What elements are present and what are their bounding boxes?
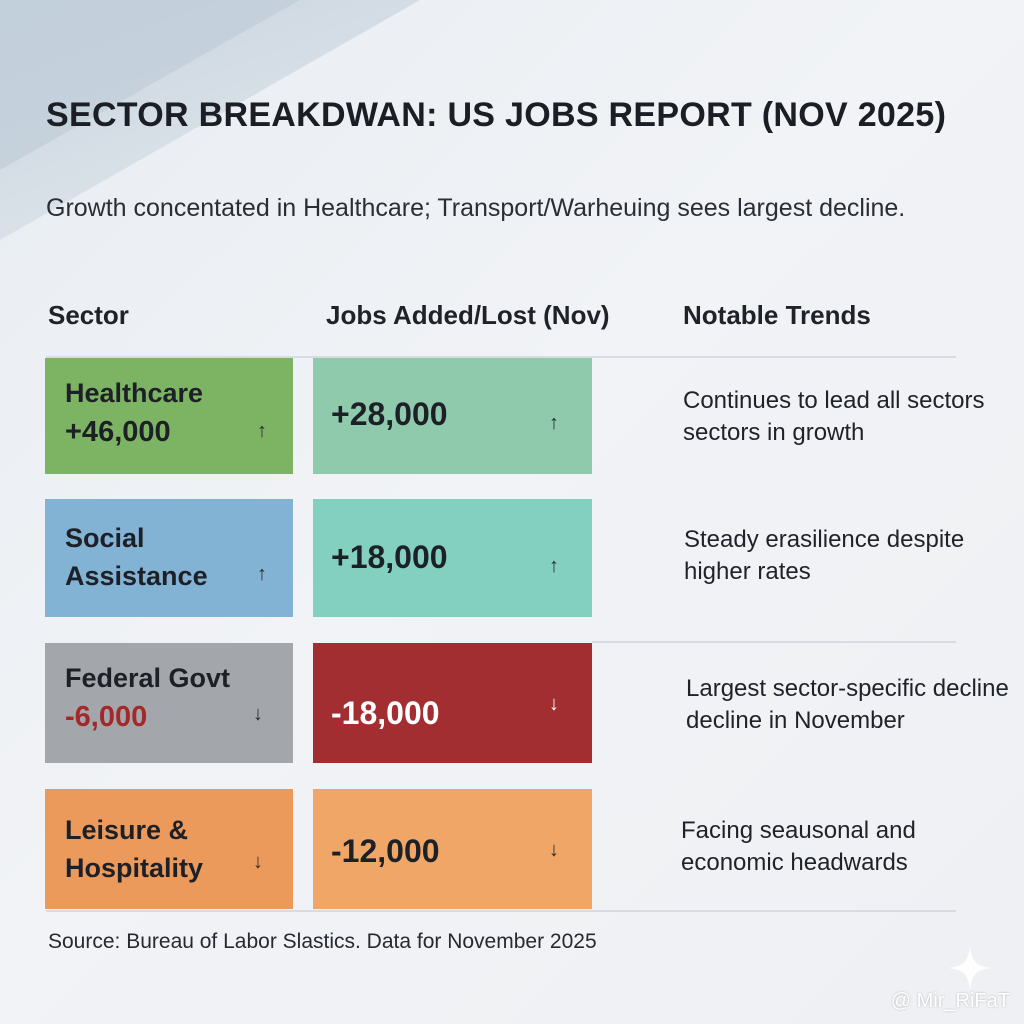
column-header-jobs: Jobs Added/Lost (Nov) [326,300,610,330]
watermark: @ Mir_RiFaT [890,990,1010,1012]
jobs-value: -18,000 [331,695,440,731]
down-arrow-icon: ↓ [549,839,559,861]
trend-line: Facing seausonal and [681,817,916,844]
column-header-trends: Notable Trends [683,300,871,330]
jobs-value: +18,000 [331,539,448,575]
sector-name: Federal Govt [65,663,231,693]
row-divider [592,641,956,643]
sector-name: Leisure & [65,815,189,845]
page-title: SECTOR BREAKDWAN: US JOBS REPORT (NOV 20… [46,96,947,134]
source-note: Source: Bureau of Labor Slastics. Data f… [48,930,597,953]
trend-text: Continues to lead all sectors sectors in… [683,385,985,449]
up-arrow-icon: ↑ [549,412,559,434]
jobs-cell: -12,000 ↓ [313,789,592,909]
sector-name: Social [65,523,145,553]
column-header-sector: Sector [48,300,129,330]
sector-cell: Healthcare +46,000 ↑ [45,358,293,474]
jobs-value: +28,000 [331,396,448,432]
trend-line: decline in November [686,707,905,734]
jobs-value: -12,000 [331,833,440,869]
trend-line: Largest sector-specific decline [686,675,1009,702]
sparkle-icon [948,946,992,990]
sector-name: Healthcare [65,378,204,408]
jobs-cell: +18,000 ↑ [313,499,592,617]
trend-text: Largest sector-specific decline decline … [686,673,1009,737]
page-subtitle: Growth concentated in Healthcare; Transp… [46,194,906,222]
sector-cell: Federal Govt -6,000 ↓ [45,643,293,763]
trend-text: Facing seausonal and economic headwards [681,815,916,879]
sector-value: +46,000 [65,416,171,448]
sector-cell: Leisure & Hospitality ↓ [45,789,293,909]
header-divider [46,356,956,358]
sector-cell: Social Assistance ↑ [45,499,293,617]
down-arrow-icon: ↓ [253,703,263,725]
trend-line: higher rates [684,558,811,585]
up-arrow-icon: ↑ [257,563,267,585]
footer-divider [46,910,956,912]
trend-line: sectors in growth [683,419,865,446]
trend-line: Continues to lead all sectors [683,387,985,414]
sector-name: Assistance [65,561,208,591]
up-arrow-icon: ↑ [549,555,559,577]
trend-line: Steady erasilience despite [684,526,965,553]
trend-line: economic headwards [681,849,908,876]
sector-value: -6,000 [65,701,148,733]
jobs-cell: +28,000 ↑ [313,358,592,474]
down-arrow-icon: ↓ [549,693,559,715]
jobs-cell: -18,000 ↓ [313,643,592,763]
up-arrow-icon: ↑ [257,420,267,442]
trend-text: Steady erasilience despite higher rates [684,524,964,588]
down-arrow-icon: ↓ [253,851,263,873]
sector-name: Hospitality [65,853,204,883]
